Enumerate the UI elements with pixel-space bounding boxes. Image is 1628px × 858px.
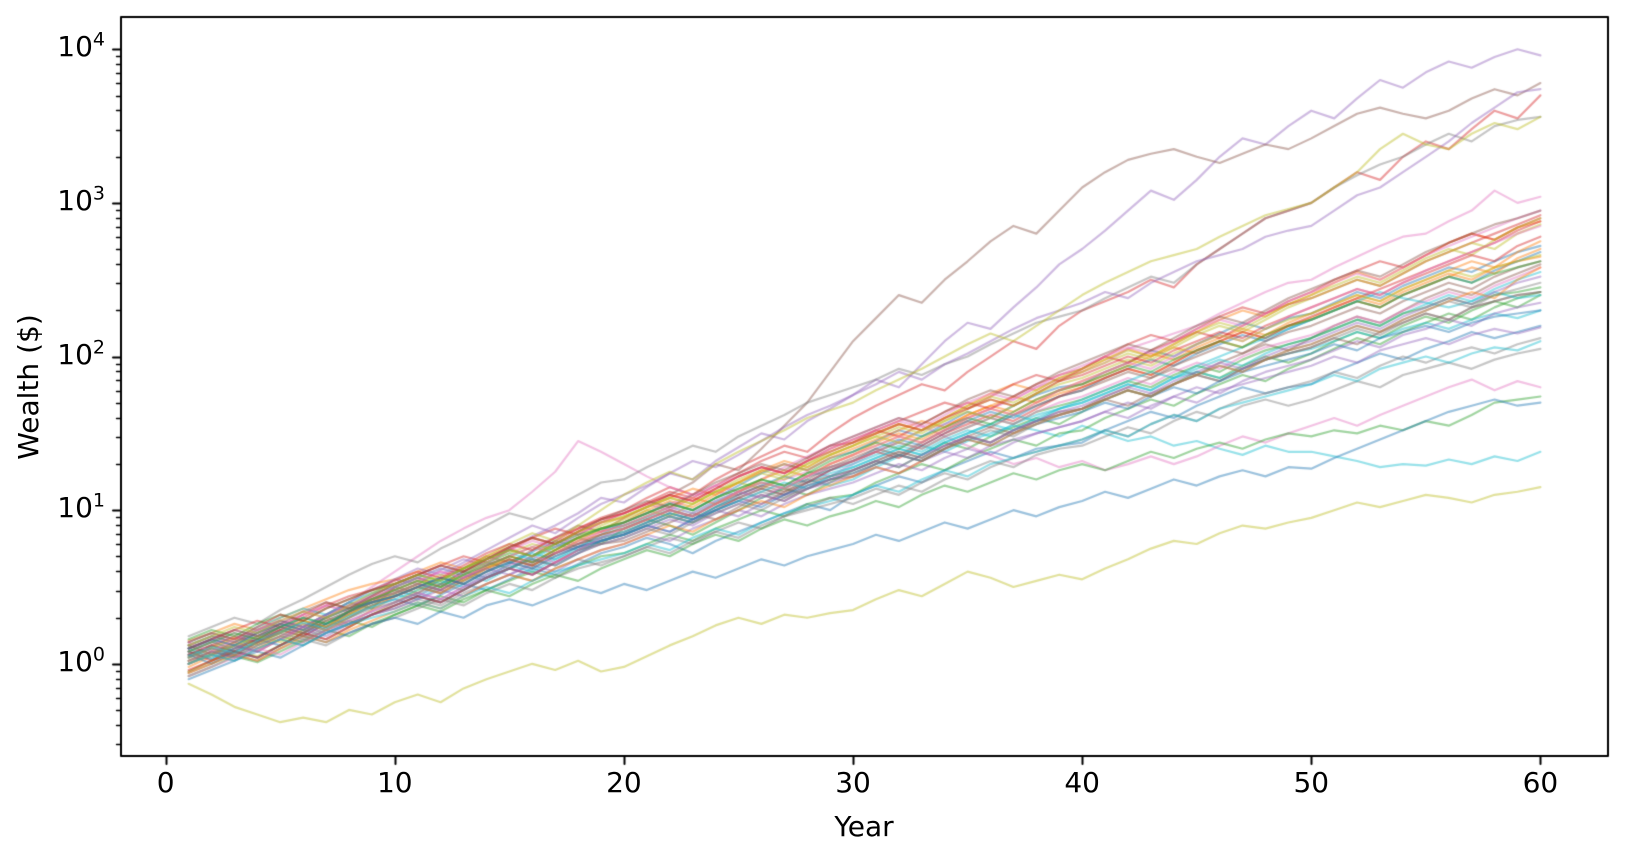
x-axis-label: Year: [834, 810, 894, 843]
y-tick-label-1e1: 101: [57, 489, 105, 525]
x-tick-label-60: 60: [1522, 766, 1559, 799]
x-tick-label-10: 10: [376, 766, 413, 799]
x-tick-label-40: 40: [1064, 766, 1100, 799]
x-tick-label-50: 50: [1293, 766, 1330, 799]
y-tick-label-1e2: 102: [57, 336, 105, 371]
x-tick-label-0: 0: [156, 766, 175, 799]
x-tick-label-20: 20: [606, 766, 642, 799]
y-axis-label: Wealth ($): [12, 314, 45, 460]
y-tick-label-1e4: 104: [57, 28, 105, 64]
x-tick-label-30: 30: [835, 766, 871, 799]
y-tick-label-1e0: 100: [57, 643, 105, 678]
y-tick-label-1e3: 103: [57, 182, 105, 217]
